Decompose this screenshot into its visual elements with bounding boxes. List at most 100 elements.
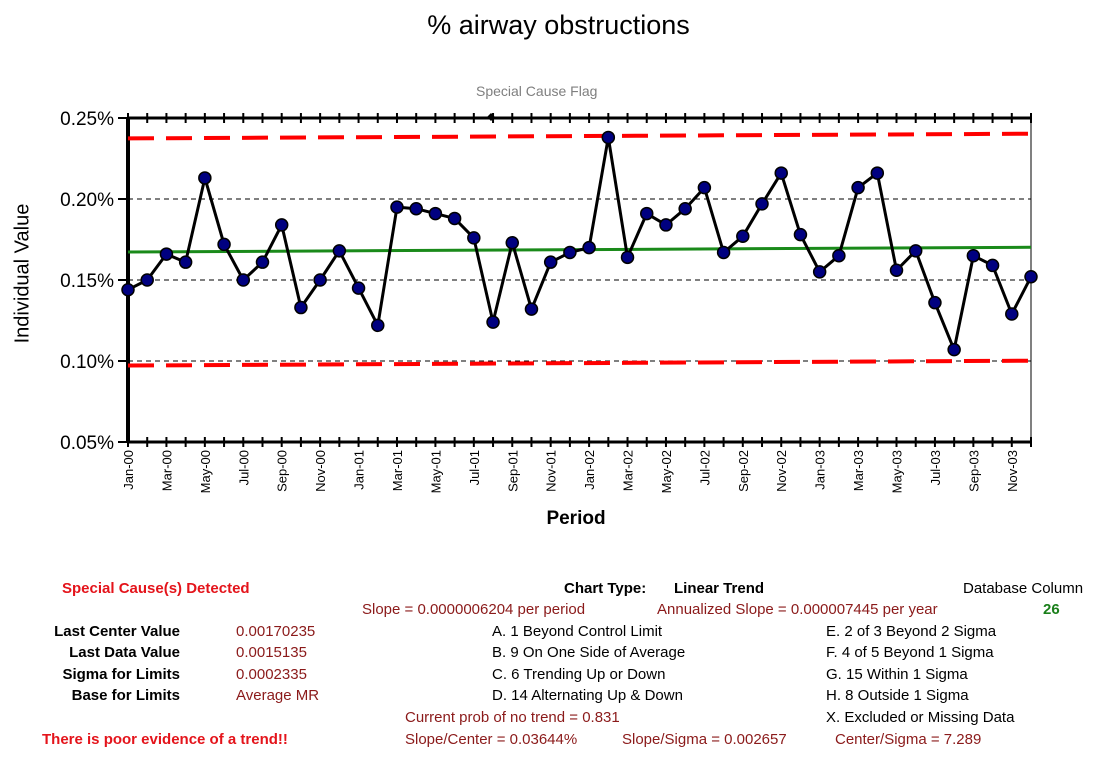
- y-tick-label: 0.10%: [60, 352, 114, 373]
- last-center-value: 0.00170235: [236, 623, 316, 640]
- x-tick-label: Nov-02: [774, 450, 789, 492]
- x-tick-label: May-00: [198, 450, 213, 493]
- data-point: [774, 166, 788, 180]
- data-point: [639, 206, 654, 221]
- rule-c: C. 6 Trending Up or Down: [492, 666, 666, 683]
- slope-sigma: Slope/Sigma = 0.002657: [622, 731, 787, 748]
- rule-x: X. Excluded or Missing Data: [826, 709, 1015, 726]
- data-point: [563, 245, 577, 260]
- slope-text: Slope = 0.0000006204 per period: [362, 601, 586, 618]
- x-tick-label: May-02: [659, 450, 674, 493]
- x-tick-label: Sep-01: [505, 450, 520, 492]
- data-point: [236, 273, 251, 287]
- data-point: [121, 282, 135, 297]
- x-tick-label: Jul-00: [236, 450, 251, 485]
- data-line: [127, 135, 1033, 352]
- data-point: [486, 315, 500, 329]
- x-tick-label: Jul-03: [928, 450, 943, 485]
- data-point: [889, 263, 904, 278]
- chart-title: % airway obstructions: [427, 10, 690, 40]
- upper-control-limit: [127, 131, 1032, 141]
- x-tick-label: Sep-02: [736, 450, 751, 492]
- x-tick-label: Mar-01: [390, 450, 405, 491]
- special-cause-flag-marker: [487, 113, 495, 121]
- rule-e: E. 2 of 3 Beyond 2 Sigma: [826, 623, 997, 640]
- rule-d: D. 14 Alternating Up & Down: [492, 687, 683, 704]
- data-point: [870, 166, 885, 180]
- data-point: [467, 231, 481, 245]
- data-point: [985, 258, 1000, 273]
- data-point: [1005, 307, 1019, 321]
- data-point: [178, 255, 193, 269]
- trend-note: There is poor evidence of a trend!!: [42, 731, 288, 748]
- base-value: Average MR: [236, 687, 320, 704]
- data-point: [332, 244, 347, 258]
- data-point: [198, 171, 212, 185]
- last-data-label: Last Data Value: [69, 644, 180, 661]
- rule-h: H. 8 Outside 1 Sigma: [826, 687, 969, 704]
- rule-b: B. 9 On One Side of Average: [492, 644, 686, 661]
- x-tick-label: Mar-03: [851, 450, 866, 491]
- data-point: [255, 255, 270, 269]
- y-tick-label: 0.25%: [60, 109, 114, 130]
- data-point: [543, 255, 558, 269]
- data-point: [582, 240, 596, 255]
- prob-no-trend: Current prob of no trend = 0.831: [405, 709, 620, 726]
- center-sigma: Center/Sigma = 7.289: [835, 731, 982, 748]
- x-tick-label: Jan-01: [352, 450, 367, 490]
- x-tick-label: Sep-03: [966, 450, 981, 492]
- data-point: [601, 130, 616, 145]
- data-point: [697, 180, 712, 195]
- data-point: [716, 245, 731, 260]
- x-tick-label: Jan-00: [121, 450, 136, 490]
- data-series: [121, 130, 1038, 357]
- data-point: [313, 273, 327, 287]
- data-point: [678, 201, 692, 216]
- data-point: [736, 229, 750, 244]
- data-point: [409, 201, 423, 216]
- data-point: [351, 281, 366, 295]
- rule-f: F. 4 of 5 Beyond 1 Sigma: [826, 644, 994, 661]
- data-point: [851, 180, 865, 195]
- data-point: [371, 318, 385, 333]
- data-point: [947, 342, 961, 357]
- data-point: [505, 235, 520, 250]
- gridlines: [128, 198, 1031, 362]
- data-point: [390, 200, 404, 214]
- y-tick-label: 0.05%: [60, 433, 114, 454]
- data-point: [966, 248, 981, 263]
- chart-type-value: Linear Trend: [674, 580, 765, 597]
- slope-center: Slope/Center = 0.03644%: [405, 731, 578, 748]
- data-point: [274, 218, 289, 232]
- x-tick-label: Nov-03: [1005, 450, 1020, 492]
- y-tick-label: 0.15%: [60, 271, 114, 292]
- last-data-value: 0.0015135: [236, 644, 307, 661]
- base-label: Base for Limits: [71, 687, 180, 704]
- y-tick-labels: 0.05% 0.10% 0.15% 0.20% 0.25%: [60, 109, 114, 454]
- data-point: [428, 206, 443, 221]
- database-column-value: 26: [1043, 601, 1060, 618]
- x-tick-label: Nov-00: [313, 450, 328, 492]
- data-point: [524, 302, 539, 316]
- x-tick-label: Jul-01: [467, 450, 482, 485]
- x-tick-label: Jan-02: [582, 450, 597, 490]
- x-tick-label: Sep-00: [275, 450, 290, 492]
- special-causes-heading: Special Cause(s) Detected: [62, 580, 250, 597]
- x-tick-label: Jul-02: [697, 450, 712, 485]
- data-point: [1024, 270, 1038, 284]
- data-point: [659, 218, 673, 232]
- x-tick-label: Mar-00: [159, 450, 174, 491]
- sigma-label: Sigma for Limits: [62, 666, 180, 683]
- data-point: [908, 244, 923, 258]
- data-point: [294, 300, 308, 315]
- y-axis-label: Individual Value: [11, 203, 34, 344]
- data-point: [755, 197, 769, 211]
- data-point: [620, 250, 635, 265]
- sigma-value: 0.0002335: [236, 666, 307, 683]
- data-point: [812, 265, 827, 279]
- data-point: [217, 237, 231, 252]
- x-axis-label: Period: [546, 508, 606, 529]
- chart-type-label: Chart Type:: [564, 580, 647, 597]
- x-tick-labels: Jan-00 Mar-00 May-00 Jul-00 Sep-00 Nov-00 Jan-…: [121, 450, 1020, 493]
- special-cause-flag-label: Special Cause Flag: [476, 83, 598, 99]
